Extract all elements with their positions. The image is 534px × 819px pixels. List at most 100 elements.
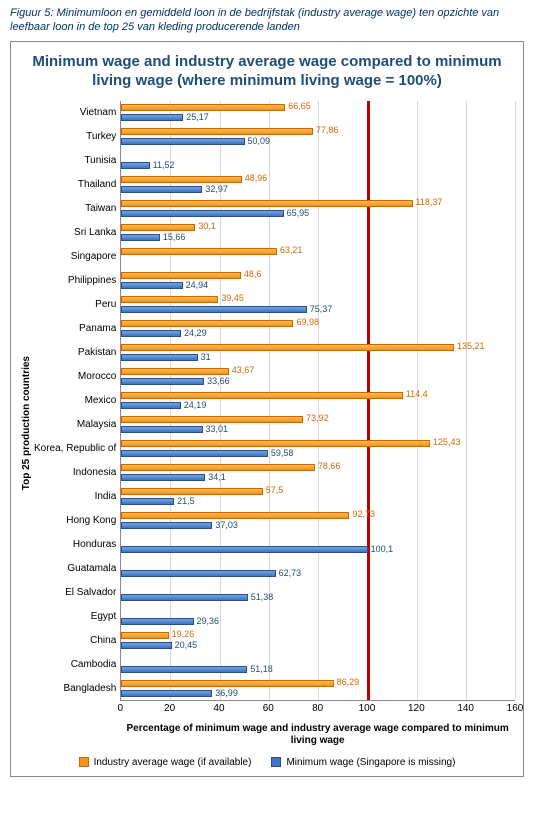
blue-bar	[121, 498, 174, 505]
blue-bar-label: 31	[201, 352, 211, 362]
x-tick-label: 140	[457, 703, 474, 714]
blue-bar	[121, 522, 212, 529]
blue-bar-label: 11,52	[153, 160, 175, 170]
x-tick-label: 60	[263, 703, 274, 714]
blue-bar	[121, 210, 283, 217]
blue-bar	[121, 306, 306, 313]
blue-bar-label: 21,5	[177, 496, 195, 506]
legend-swatch-orange	[79, 757, 89, 767]
orange-bar-label: 48,6	[244, 269, 262, 279]
chart-row: 69,9824,29	[121, 317, 515, 341]
orange-bar	[121, 320, 293, 327]
blue-bar	[121, 402, 181, 409]
chart-title: Minimum wage and industry average wage c…	[19, 52, 515, 91]
orange-bar	[121, 632, 168, 639]
chart-row: 118,3765,95	[121, 197, 515, 221]
orange-bar	[121, 512, 349, 519]
blue-bar	[121, 450, 268, 457]
blue-bar	[121, 138, 244, 145]
orange-bar-label: 69,98	[296, 317, 319, 327]
orange-bar	[121, 104, 285, 111]
country-label: Hong Kong	[34, 509, 116, 533]
country-label: Egypt	[34, 605, 116, 629]
orange-bar	[121, 296, 218, 303]
orange-bar	[121, 440, 430, 447]
blue-bar	[121, 282, 182, 289]
chart-row: 100,1	[121, 533, 515, 557]
country-label: Peru	[34, 293, 116, 317]
blue-bar-label: 20,45	[175, 640, 198, 650]
chart-row: 63,21	[121, 245, 515, 269]
blue-bar-label: 62,73	[279, 568, 302, 578]
blue-bar	[121, 354, 197, 361]
country-label: Thailand	[34, 173, 116, 197]
country-label: India	[34, 485, 116, 509]
orange-bar-label: 57,5	[266, 485, 284, 495]
country-label: Turkey	[34, 125, 116, 149]
chart-row: 29,36	[121, 605, 515, 629]
blue-bar-label: 50,09	[248, 136, 271, 146]
chart-row: 92,73 37,03	[121, 509, 515, 533]
chart-row: 78,6634,1	[121, 461, 515, 485]
chart-row: 73,9233,01	[121, 413, 515, 437]
blue-bar-label: 51,38	[251, 592, 274, 602]
blue-bar	[121, 330, 181, 337]
blue-bar	[121, 570, 275, 577]
orange-bar	[121, 416, 303, 423]
orange-bar	[121, 368, 228, 375]
chart-legend: Industry average wage (if available) Min…	[19, 757, 515, 768]
orange-bar-label: 43,67	[232, 365, 255, 375]
chart-row: 30,115,66	[121, 221, 515, 245]
country-label: Panama	[34, 317, 116, 341]
blue-bar	[121, 666, 247, 673]
country-label: Honduras	[34, 533, 116, 557]
country-label: Bangladesh	[34, 677, 116, 701]
orange-bar-label: 125,43	[433, 437, 461, 447]
country-label: Indonesia	[34, 461, 116, 485]
chart-row: 48,9632,97	[121, 173, 515, 197]
orange-bar	[121, 200, 412, 207]
country-label: Philippines	[34, 269, 116, 293]
orange-bar-label: 66,65	[288, 101, 311, 111]
chart-row: 11,52	[121, 149, 515, 173]
chart-row: 57,5 21,5	[121, 485, 515, 509]
x-tick-label: 40	[213, 703, 224, 714]
blue-bar-label: 37,03	[215, 520, 238, 530]
country-label: Tunisia	[34, 149, 116, 173]
blue-bar	[121, 234, 160, 241]
x-tick-label: 0	[118, 703, 124, 714]
orange-bar	[121, 176, 241, 183]
chart-plot-area: 66,6525,1777,8650,0911,5248,9632,97118,3…	[120, 101, 515, 701]
orange-bar-label: 114,4	[406, 389, 428, 399]
orange-bar	[121, 224, 195, 231]
country-label: Taiwan	[34, 197, 116, 221]
legend-item-blue: Minimum wage (Singapore is missing)	[271, 757, 455, 768]
y-axis-labels: VietnamTurkeyTunisiaThailandTaiwanSri La…	[34, 101, 120, 747]
orange-bar	[121, 344, 454, 351]
orange-bar	[121, 272, 241, 279]
chart-row: 114,4 24,19	[121, 389, 515, 413]
legend-label-orange: Industry average wage (if available)	[94, 757, 252, 768]
orange-bar-label: 19,26	[172, 629, 195, 639]
x-axis-title: Percentage of minimum wage and industry …	[120, 723, 515, 747]
orange-bar	[121, 680, 333, 687]
blue-bar	[121, 426, 202, 433]
x-tick-label: 160	[507, 703, 524, 714]
blue-bar-label: 25,17	[186, 112, 209, 122]
blue-bar	[121, 546, 367, 553]
country-label: Singapore	[34, 245, 116, 269]
legend-label-blue: Minimum wage (Singapore is missing)	[286, 757, 455, 768]
chart-row: 39,4575,37	[121, 293, 515, 317]
orange-bar	[121, 488, 262, 495]
blue-bar-label: 24,19	[184, 400, 207, 410]
chart-row: 125,4359,58	[121, 437, 515, 461]
x-axis-ticks: 020406080100120140160	[120, 703, 515, 717]
blue-bar	[121, 594, 247, 601]
blue-bar	[121, 186, 202, 193]
country-label: Korea, Republic of	[34, 437, 116, 461]
orange-bar	[121, 464, 315, 471]
country-label: Mexico	[34, 389, 116, 413]
blue-bar	[121, 162, 149, 169]
orange-bar-label: 92,73	[352, 509, 375, 519]
blue-bar-label: 75,37	[310, 304, 333, 314]
